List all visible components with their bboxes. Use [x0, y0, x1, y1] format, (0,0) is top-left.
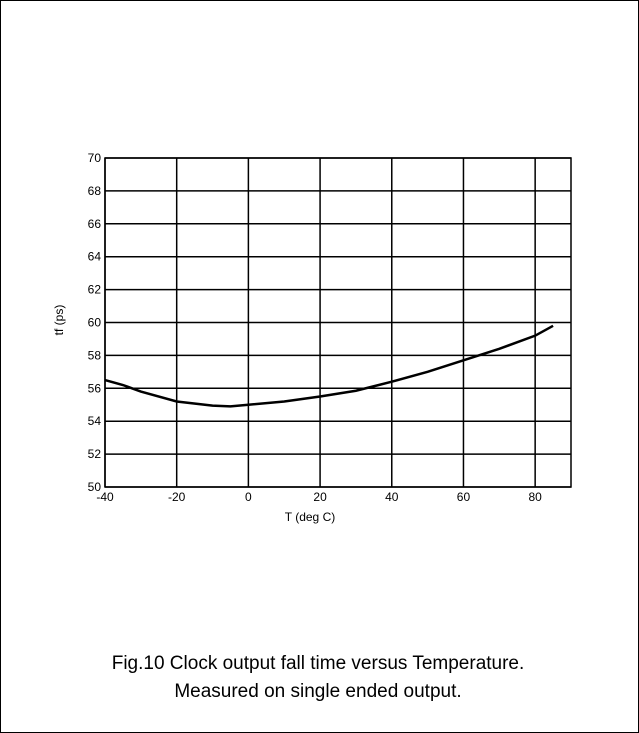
- x-tick-label: 60: [457, 490, 471, 504]
- y-tick-label: 64: [88, 250, 102, 264]
- x-tick-label: 20: [313, 490, 327, 504]
- y-tick-label: 52: [88, 447, 102, 461]
- x-tick-label: 80: [528, 490, 542, 504]
- y-tick-label: 60: [88, 316, 102, 330]
- y-tick-label: 50: [88, 480, 102, 494]
- y-tick-label: 68: [88, 184, 102, 198]
- y-tick-label: 54: [88, 414, 102, 428]
- x-tick-label: 0: [245, 490, 252, 504]
- x-tick-label: -20: [168, 490, 186, 504]
- y-tick-label: 58: [88, 348, 102, 362]
- caption-line: Measured on single ended output.: [174, 681, 461, 702]
- y-tick-label: 70: [88, 151, 102, 165]
- caption-line: Fig.10 Clock output fall time versus Tem…: [112, 653, 525, 674]
- y-tick-label: 66: [88, 217, 102, 231]
- y-axis-label: tf (ps): [52, 305, 66, 336]
- y-tick-label: 62: [88, 283, 102, 297]
- data-line: [104, 324, 554, 408]
- y-tick-label: 56: [88, 381, 102, 395]
- x-axis-label: T (deg C): [285, 510, 335, 524]
- x-tick-label: -40: [96, 490, 114, 504]
- x-tick-label: 40: [385, 490, 399, 504]
